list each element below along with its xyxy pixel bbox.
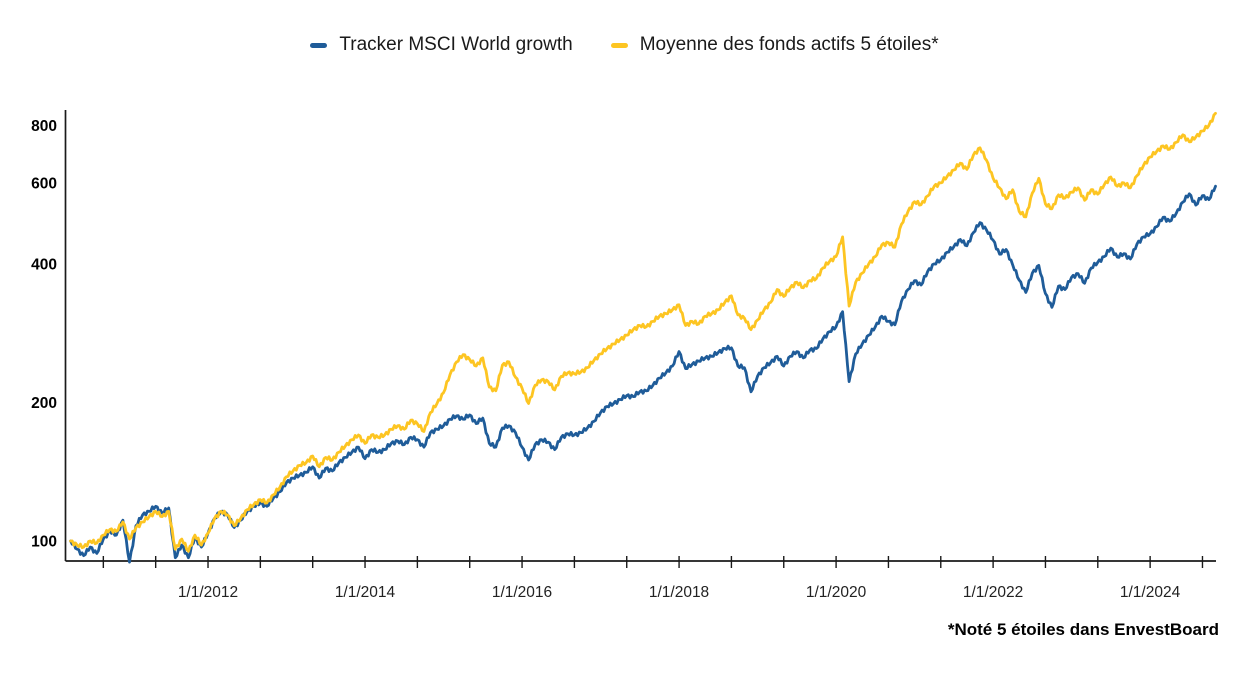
x-tick-label: 1/1/2012 [178,584,238,601]
x-tick-label: 1/1/2016 [492,584,552,601]
y-tick-label: 100 [31,534,57,551]
x-tick-label: 1/1/2020 [806,584,867,601]
legend-swatch-tracker [310,42,328,48]
legend-item-funds: Moyenne des fonds actifs 5 étoiles* [610,34,939,56]
legend: Tracker MSCI World growth Moyenne des fo… [0,34,1249,56]
x-tick-label: 1/1/2014 [335,584,396,601]
legend-item-tracker: Tracker MSCI World growth [310,34,573,56]
series-line-funds [69,111,1217,553]
footnote: *Noté 5 étoiles dans EnvestBoard [947,620,1219,639]
legend-label-funds: Moyenne des fonds actifs 5 étoiles* [639,34,939,55]
series-line-tracker [69,184,1217,564]
legend-swatch-funds [610,42,628,48]
y-tick-label: 200 [31,395,57,412]
legend-label-tracker: Tracker MSCI World growth [339,34,573,55]
x-tick-label: 1/1/2018 [649,584,709,601]
x-tick-label: 1/1/2024 [1120,584,1181,601]
y-tick-label: 600 [31,175,57,192]
x-tick-label: 1/1/2022 [963,584,1023,601]
y-tick-label: 400 [31,256,57,273]
y-tick-label: 800 [31,118,57,135]
